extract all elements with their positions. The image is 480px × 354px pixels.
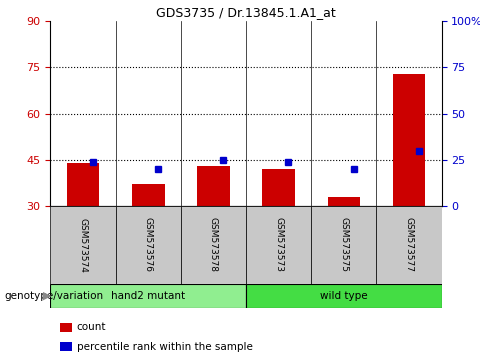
Bar [262, 169, 295, 206]
Text: genotype/variation: genotype/variation [5, 291, 104, 301]
Bar [181, 206, 246, 284]
Text: GSM573575: GSM573575 [339, 217, 348, 273]
Text: GSM573576: GSM573576 [144, 217, 153, 273]
Bar [50, 206, 116, 284]
Text: hand2 mutant: hand2 mutant [111, 291, 185, 301]
Text: GSM573578: GSM573578 [209, 217, 218, 273]
Text: wild type: wild type [320, 291, 368, 301]
Bar [376, 206, 442, 284]
Text: GSM573577: GSM573577 [405, 217, 413, 273]
Text: GSM573574: GSM573574 [79, 217, 87, 273]
Bar [311, 206, 376, 284]
Title: GDS3735 / Dr.13845.1.A1_at: GDS3735 / Dr.13845.1.A1_at [156, 6, 336, 19]
Text: count: count [77, 322, 106, 332]
Text: GSM573573: GSM573573 [274, 217, 283, 273]
Bar [327, 197, 360, 206]
Text: percentile rank within the sample: percentile rank within the sample [77, 342, 252, 352]
Bar [393, 74, 425, 206]
Bar [67, 163, 99, 206]
Bar [246, 284, 442, 308]
Bar [50, 284, 246, 308]
Bar [132, 184, 165, 206]
Bar [197, 166, 230, 206]
Bar [246, 206, 311, 284]
Text: ▶: ▶ [43, 291, 52, 301]
Bar [116, 206, 181, 284]
